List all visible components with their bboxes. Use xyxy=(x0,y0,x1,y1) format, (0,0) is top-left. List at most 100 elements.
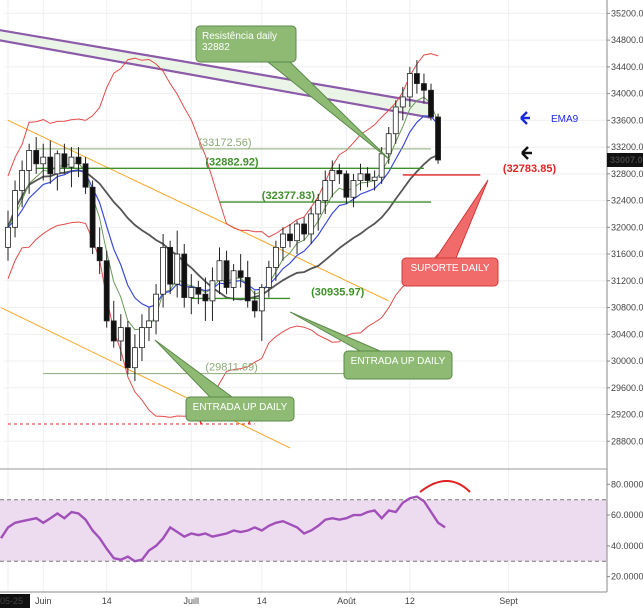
candle-body xyxy=(209,280,216,302)
candle-body xyxy=(216,260,223,282)
candle-body xyxy=(237,270,244,278)
time-axis-bg xyxy=(0,592,643,616)
price-tick-label: 30400.00 xyxy=(611,329,643,339)
candle-body xyxy=(174,253,181,285)
ema9-label: EMA9 xyxy=(551,114,579,125)
candle-body xyxy=(131,347,138,369)
candle-body xyxy=(343,173,350,198)
price-tick-label: 28800.00 xyxy=(611,436,643,446)
candle-body xyxy=(315,200,322,215)
time-tick-label: Juill xyxy=(184,596,200,606)
price-tick-label: 31600.00 xyxy=(611,249,643,259)
level-label: (32783.85) xyxy=(503,163,557,175)
price-tick-label: 29200.00 xyxy=(611,410,643,420)
candle-body xyxy=(399,96,406,108)
rsi-line xyxy=(0,495,446,563)
level-label: (32882.92) xyxy=(205,156,259,168)
candle-body xyxy=(230,270,237,288)
candle-body xyxy=(103,260,110,322)
candle-body xyxy=(96,246,103,262)
level-label: (32377.83) xyxy=(262,190,316,202)
price-tick-label: 32400.00 xyxy=(611,196,643,206)
candle-body xyxy=(329,170,336,181)
level-label: (30935.97) xyxy=(311,286,365,298)
time-tick-label: Juin xyxy=(35,596,52,606)
candle-body xyxy=(280,233,286,248)
callout-suporte xyxy=(401,257,499,287)
candle-body xyxy=(75,156,82,165)
callout-resistance xyxy=(195,25,297,63)
channel-line-upper xyxy=(0,29,432,105)
callout-resistance-text: Resistência daily xyxy=(202,31,277,42)
candle-body xyxy=(301,223,308,235)
candle-body xyxy=(195,287,202,295)
candle-body xyxy=(265,267,272,288)
candle-body xyxy=(40,156,47,165)
rsi-tick-label: 20.0000 xyxy=(611,572,643,582)
candle-body xyxy=(350,180,357,198)
time-tick-label: Août xyxy=(337,596,356,606)
candle-body xyxy=(117,327,124,342)
black-arrow-icon xyxy=(521,146,532,160)
price-tick-label: 34000.00 xyxy=(611,89,643,99)
candle-body xyxy=(392,106,399,135)
time-tick-label: Sept xyxy=(499,596,518,606)
ema9-arrow-icon xyxy=(520,111,530,125)
candle-body xyxy=(406,73,413,98)
candle-body xyxy=(435,116,441,161)
support-resistance-levels: (33172.56) (32882.92) (32377.83) (30935.97)… xyxy=(8,137,557,425)
price-tick-label: 35200.00 xyxy=(611,8,643,18)
candle-body xyxy=(364,173,371,181)
level-label: (33172.56) xyxy=(198,137,251,149)
candle-body xyxy=(181,253,188,298)
candle-body xyxy=(421,83,427,91)
price-tick-label: 29600.00 xyxy=(611,383,643,393)
callout-entrada-up-1-text: ENTRADA UP DAILY xyxy=(351,356,446,367)
candle-body xyxy=(19,170,26,191)
candle-body xyxy=(287,233,293,242)
callout-suporte-pointer xyxy=(435,179,489,259)
candle-body xyxy=(357,173,364,181)
orange-channel-lower xyxy=(0,307,291,449)
candles xyxy=(5,60,441,382)
candle-body xyxy=(26,150,33,171)
candle-body xyxy=(385,133,392,155)
date-tag xyxy=(0,594,30,608)
candle-body xyxy=(33,150,40,165)
price-tick-label: 32800.00 xyxy=(611,169,643,179)
rsi-panel xyxy=(0,480,607,563)
indicators xyxy=(7,53,439,418)
candle-body xyxy=(188,287,195,298)
candle-body xyxy=(258,287,265,312)
bollinger-upper xyxy=(7,53,439,238)
callout-entrada-up-2 xyxy=(185,396,295,422)
current-price-tag xyxy=(607,152,643,167)
price-tick-label: 30800.00 xyxy=(611,303,643,313)
candle-body xyxy=(160,246,167,295)
candle-body xyxy=(153,293,159,322)
candle-body xyxy=(47,156,54,175)
time-tick-label: 12 xyxy=(405,596,415,606)
candle-body xyxy=(223,260,230,288)
price-tick-label: 33200.00 xyxy=(611,142,643,152)
candle-body xyxy=(413,73,420,84)
candle-body xyxy=(428,89,434,118)
candle-body xyxy=(167,246,174,285)
candle-body xyxy=(308,213,315,235)
candle-body xyxy=(89,186,96,248)
candle-body xyxy=(12,190,18,228)
candle-body xyxy=(322,180,329,201)
candle-body xyxy=(82,163,89,188)
candle-body xyxy=(5,226,11,248)
callout-suporte-text: SUPORTE DAILY xyxy=(410,263,489,274)
price-tick-label: 34800.00 xyxy=(611,35,643,45)
rsi-tick-label: 40.0000 xyxy=(611,541,643,551)
bollinger-lower xyxy=(7,221,439,418)
rsi-top-arc xyxy=(419,480,471,493)
price-axis: 28800.00 29200.00 29600.00 30000.00 30400.00… xyxy=(606,0,643,616)
candle-body xyxy=(68,156,75,168)
time-tick-label: 14 xyxy=(102,596,112,606)
rsi-tick-label: 80.0000 xyxy=(611,479,643,489)
candle-body xyxy=(139,327,145,349)
